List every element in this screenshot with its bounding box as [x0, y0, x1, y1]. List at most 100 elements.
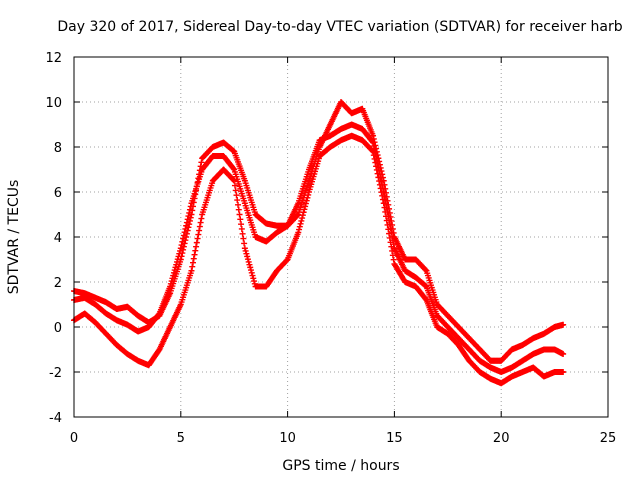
- data-point: [381, 204, 388, 211]
- data-point: [187, 203, 194, 210]
- data-point: [298, 217, 305, 224]
- data-point: [240, 235, 247, 242]
- data-point: [388, 243, 395, 250]
- data-point: [242, 247, 249, 254]
- data-point: [378, 189, 385, 196]
- data-point: [370, 148, 377, 155]
- data-point: [194, 235, 201, 242]
- data-point: [245, 258, 252, 265]
- y-tick-label: 6: [54, 186, 62, 201]
- data-point: [247, 267, 254, 274]
- y-tick-label: 4: [54, 231, 62, 246]
- data-point: [235, 206, 242, 213]
- data-point: [374, 170, 381, 177]
- data-point: [195, 231, 202, 238]
- data-point: [301, 206, 308, 213]
- data-point: [373, 163, 380, 170]
- data-point: [376, 181, 383, 188]
- data-point: [176, 250, 183, 257]
- data-point: [382, 208, 389, 215]
- data-point: [173, 261, 180, 268]
- data-point: [373, 166, 380, 173]
- data-point: [231, 182, 238, 189]
- data-point: [190, 255, 197, 262]
- data-point: [383, 213, 390, 220]
- data-point: [383, 217, 390, 224]
- data-point: [296, 226, 303, 233]
- data-point: [249, 272, 256, 279]
- data-point: [560, 321, 567, 328]
- y-tick-label: -2: [49, 366, 62, 381]
- data-point: [422, 266, 429, 273]
- data-point: [377, 185, 384, 192]
- data-point: [238, 225, 245, 232]
- data-point: [560, 369, 567, 375]
- data-point: [172, 264, 179, 271]
- data-point: [180, 232, 187, 239]
- data-point: [167, 283, 174, 290]
- data-point: [370, 152, 377, 159]
- data-point: [167, 280, 174, 287]
- series-lower-envelope: [71, 132, 567, 387]
- data-point: [244, 256, 251, 263]
- data-point: [177, 245, 184, 252]
- data-point: [560, 351, 567, 357]
- x-tick-label: 15: [386, 431, 403, 446]
- data-point: [241, 245, 248, 252]
- x-tick-label: 10: [279, 431, 296, 446]
- data-point: [236, 211, 243, 218]
- data-point: [302, 203, 309, 210]
- data-point: [196, 223, 203, 230]
- data-point: [189, 263, 196, 270]
- data-point: [168, 278, 175, 285]
- data-point: [380, 200, 387, 207]
- data-series: [71, 99, 567, 387]
- data-point: [386, 234, 393, 241]
- x-tick-label: 5: [177, 431, 185, 446]
- data-point: [196, 227, 203, 234]
- data-point: [186, 206, 193, 213]
- y-tick-label: 10: [45, 96, 62, 111]
- data-point: [251, 278, 258, 285]
- data-point: [371, 155, 378, 162]
- data-point: [180, 235, 187, 242]
- data-point: [370, 139, 377, 146]
- data-point: [188, 267, 195, 274]
- data-point: [234, 197, 241, 204]
- data-point: [174, 256, 181, 263]
- data-point: [376, 178, 383, 185]
- data-point: [171, 267, 178, 274]
- x-tick-label: 20: [493, 431, 510, 446]
- data-point: [179, 238, 186, 245]
- data-point: [247, 264, 254, 271]
- data-point: [239, 230, 246, 237]
- data-point: [303, 197, 310, 204]
- data-point: [241, 240, 248, 247]
- data-point: [372, 159, 379, 166]
- data-point: [390, 256, 397, 263]
- data-point: [297, 220, 304, 227]
- data-point: [302, 200, 309, 207]
- data-point: [169, 275, 176, 282]
- data-point: [369, 147, 376, 154]
- data-point: [198, 159, 205, 166]
- data-point: [230, 176, 237, 183]
- data-point: [181, 229, 188, 236]
- data-point: [185, 213, 192, 220]
- data-point: [186, 209, 193, 216]
- x-tick-label: 25: [600, 431, 617, 446]
- data-point: [193, 243, 200, 250]
- data-point: [246, 261, 253, 268]
- chart-title: Day 320 of 2017, Sidereal Day-to-day VTE…: [57, 19, 622, 35]
- data-point: [370, 143, 377, 150]
- data-point: [296, 223, 303, 230]
- data-point: [230, 165, 237, 172]
- data-point: [238, 221, 245, 228]
- data-point: [170, 272, 177, 279]
- data-point: [385, 226, 392, 233]
- data-point: [237, 216, 244, 223]
- y-tick-label: 8: [54, 141, 62, 156]
- data-point: [173, 258, 180, 265]
